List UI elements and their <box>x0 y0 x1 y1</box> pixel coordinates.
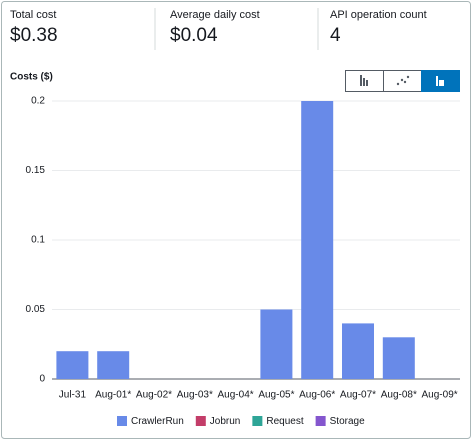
metric-value: $0.38 <box>10 25 58 46</box>
x-tick-label: Aug-06* <box>299 390 335 401</box>
icon <box>439 80 444 86</box>
x-tick-label: Aug-07* <box>340 390 376 401</box>
x-tick-label: Jul-31 <box>59 390 87 401</box>
legend-swatch <box>117 416 127 426</box>
legend-label: Jobrun <box>210 416 241 427</box>
legend-swatch <box>315 416 326 426</box>
x-tick-label: Aug-05* <box>258 390 294 401</box>
legend-label: Storage <box>330 416 365 427</box>
y-tick-label: 0.2 <box>31 96 45 107</box>
bar <box>342 323 374 379</box>
metric-label: API operation count <box>330 9 427 21</box>
y-tick-label: 0 <box>39 374 45 385</box>
x-tick-label: Aug-08* <box>381 390 417 401</box>
x-tick-label: Aug-04* <box>218 390 254 401</box>
metric-value: $0.04 <box>170 25 218 46</box>
icon <box>396 82 400 86</box>
icon <box>360 75 362 86</box>
bar <box>56 351 89 379</box>
metric-value: 4 <box>330 25 341 46</box>
legend-label: Request <box>266 416 303 427</box>
icon <box>406 75 410 79</box>
chart-type-toggle <box>345 70 460 92</box>
icon <box>403 80 407 84</box>
metric-label: Average daily cost <box>170 9 260 21</box>
bar <box>260 309 293 379</box>
y-axis-title: Costs ($) <box>10 72 53 83</box>
legend-label: CrawlerRun <box>131 416 184 427</box>
icon <box>363 78 365 86</box>
icon <box>366 80 368 86</box>
bar <box>382 337 415 379</box>
bar <box>97 351 130 379</box>
x-tick-label: Aug-03* <box>177 390 213 401</box>
x-tick-label: Aug-01* <box>95 390 131 401</box>
legend-swatch <box>252 416 263 426</box>
metric-label: Total cost <box>10 9 56 21</box>
icon <box>436 76 438 86</box>
x-tick-label: Aug-09* <box>422 390 458 401</box>
y-tick-label: 0.15 <box>26 165 46 176</box>
chart: 0 0.05 0.1 0.15 0.2 Jul-31 Aug-01* Aug-02* Aug-0… <box>26 96 460 427</box>
x-tick-label: Aug-02* <box>136 390 172 401</box>
icon <box>400 78 404 82</box>
y-tick-label: 0.05 <box>26 304 46 315</box>
bar <box>301 101 334 379</box>
legend-swatch <box>195 416 206 426</box>
y-tick-label: 0.1 <box>31 235 45 246</box>
